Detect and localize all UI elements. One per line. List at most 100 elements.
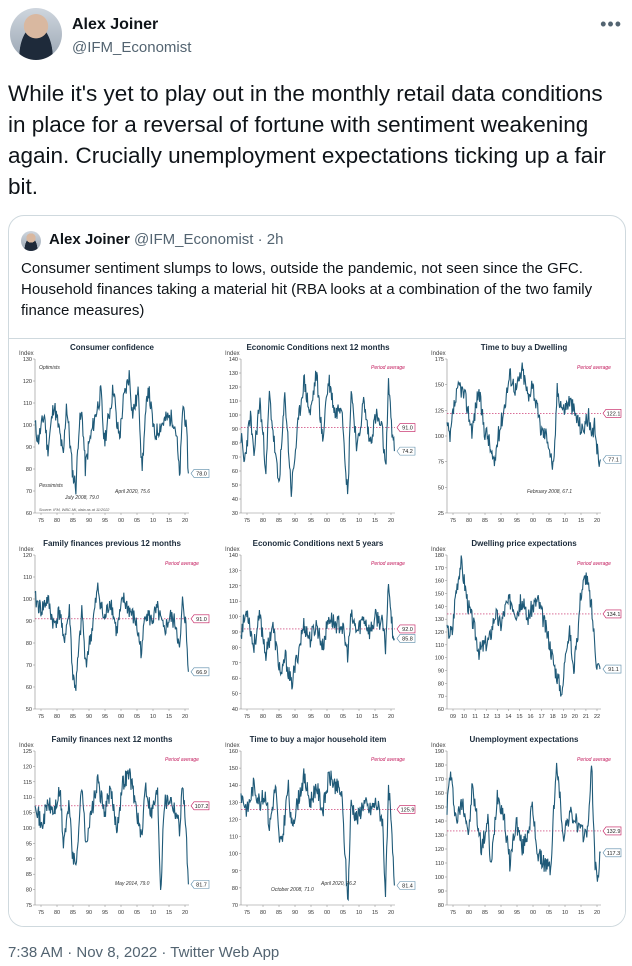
value-label-box: 81.4: [396, 881, 416, 890]
x-tick-label: 90: [86, 910, 92, 916]
author-avatar[interactable]: [10, 8, 62, 60]
chart-title: Family finances next 12 months: [51, 735, 173, 744]
y-tick-label: 110: [229, 599, 238, 605]
x-tick-label: 80: [466, 518, 472, 524]
value-label: 132.9: [607, 829, 621, 835]
value-label-box: 77.1: [602, 455, 622, 464]
author-name[interactable]: Alex Joiner: [72, 16, 159, 33]
x-tick-label: 85: [276, 714, 282, 720]
period-average-label: Period average: [165, 561, 199, 567]
value-label-frame: [602, 664, 622, 674]
y-tick-label: 110: [23, 401, 32, 407]
x-tick-label: 95: [308, 518, 314, 524]
y-tick-label: 140: [435, 604, 444, 610]
x-tick-label: 10: [461, 714, 467, 720]
x-tick-label: 95: [514, 518, 520, 524]
y-tick-label: 40: [232, 497, 238, 503]
quote-text: Consumer sentiment slumps to lows, outsi…: [21, 260, 593, 319]
y-tick-label: 90: [26, 619, 32, 625]
chart-svg: 30 40 50 60 70 80 90 100 110 120 130 140 75 80 85 90 95 0…: [229, 357, 416, 524]
x-tick-label: 75: [38, 518, 44, 524]
y-tick-label: 80: [26, 888, 32, 894]
y-tick-label: 70: [232, 455, 238, 461]
chart-title: Economic Conditions next 12 months: [246, 343, 390, 352]
y-tick-label: 100: [229, 852, 238, 858]
y-axis-label: Index: [431, 351, 446, 357]
y-tick-label: 100: [229, 413, 238, 419]
author-handle[interactable]: @IFM_Economist: [72, 39, 192, 56]
x-tick-label: 90: [498, 518, 504, 524]
y-tick-label: 90: [438, 889, 444, 895]
chart-panel: Dwelling price expectations Index 60 70 80 90…: [421, 535, 625, 731]
value-label-frame: [396, 881, 416, 890]
y-tick-label: 70: [26, 489, 32, 495]
y-tick-label: 90: [232, 630, 238, 636]
y-tick-label: 125: [435, 408, 444, 414]
y-tick-label: 170: [435, 777, 444, 783]
y-tick-label: 90: [26, 445, 32, 451]
value-label: 92.0: [402, 627, 413, 633]
x-tick-label: 85: [70, 910, 76, 916]
y-tick-label: 80: [232, 645, 238, 651]
y-tick-label: 120: [229, 584, 238, 590]
x-tick-label: 13: [494, 714, 500, 720]
x-tick-label: 15: [166, 714, 172, 720]
x-tick-label: 20: [182, 518, 188, 524]
x-tick-label: 95: [308, 714, 314, 720]
period-average-label: Period average: [577, 365, 611, 371]
chart-panel: Unemployment expectations Index 80 90 100 110…: [421, 731, 625, 926]
x-tick-label: 80: [466, 910, 472, 916]
y-tick-label: 70: [26, 663, 32, 669]
x-tick-label: 12: [483, 714, 489, 720]
y-tick-label: 140: [229, 783, 238, 789]
value-label: 91.1: [608, 667, 619, 673]
y-tick-label: 60: [26, 511, 32, 517]
chart-svg: 40 50 60 70 80 90 100 110 120 130 140 75 80 85 90 95 00 0…: [229, 553, 416, 720]
x-tick-label: 00: [324, 518, 330, 524]
value-label-frame: [190, 614, 210, 624]
x-tick-label: 90: [86, 714, 92, 720]
value-label-box: 85.8: [396, 634, 416, 643]
y-tick-label: 90: [232, 427, 238, 433]
y-tick-label: 100: [435, 875, 444, 881]
y-tick-label: 50: [26, 707, 32, 713]
y-tick-label: 150: [435, 383, 444, 389]
x-tick-label: 80: [260, 518, 266, 524]
x-tick-label: 90: [292, 714, 298, 720]
y-axis-label: Index: [225, 547, 240, 553]
period-average-label: Period average: [371, 561, 405, 567]
y-tick-label: 50: [232, 692, 238, 698]
y-tick-label: 140: [435, 819, 444, 825]
x-tick-label: 11: [472, 714, 478, 720]
value-label: 117.3: [607, 851, 620, 857]
y-tick-label: 75: [26, 903, 32, 909]
series-line: [446, 762, 601, 882]
x-tick-label: 20: [182, 910, 188, 916]
y-tick-label: 95: [26, 841, 32, 847]
chart-annotation: Pessimists: [39, 483, 63, 489]
y-tick-label: 80: [26, 641, 32, 647]
x-tick-label: 10: [562, 910, 568, 916]
more-icon[interactable]: •••: [600, 14, 622, 34]
x-tick-label: 85: [276, 518, 282, 524]
x-tick-label: 22: [594, 714, 600, 720]
y-tick-label: 60: [438, 707, 444, 713]
x-tick-label: 00: [530, 910, 536, 916]
y-tick-label: 110: [435, 861, 444, 867]
quoted-tweet[interactable]: Alex Joiner @IFM_Economist · 2h Consumer…: [8, 215, 626, 927]
value-label: 91.0: [402, 426, 413, 432]
y-tick-label: 140: [229, 357, 238, 363]
chart-annotation: July 2008, 79.0: [64, 495, 99, 501]
value-label: 122.1: [607, 411, 621, 417]
x-tick-label: 05: [340, 910, 346, 916]
x-tick-label: 10: [356, 518, 362, 524]
chart-svg: 70 80 90 100 110 120 130 140 150 160 75 80 85 90 95 00 0…: [229, 749, 416, 916]
x-tick-label: 05: [134, 910, 140, 916]
x-tick-label: 15: [166, 910, 172, 916]
tweet-timestamp[interactable]: 7:38 AM · Nov 8, 2022 · Twitter Web App: [8, 944, 280, 961]
y-tick-label: 90: [26, 857, 32, 863]
y-tick-label: 125: [23, 749, 32, 755]
tweet-header: Alex Joiner @IFM_Economist •••: [8, 4, 624, 64]
x-tick-label: 95: [102, 518, 108, 524]
chart-annotation: Optimists: [39, 365, 60, 371]
